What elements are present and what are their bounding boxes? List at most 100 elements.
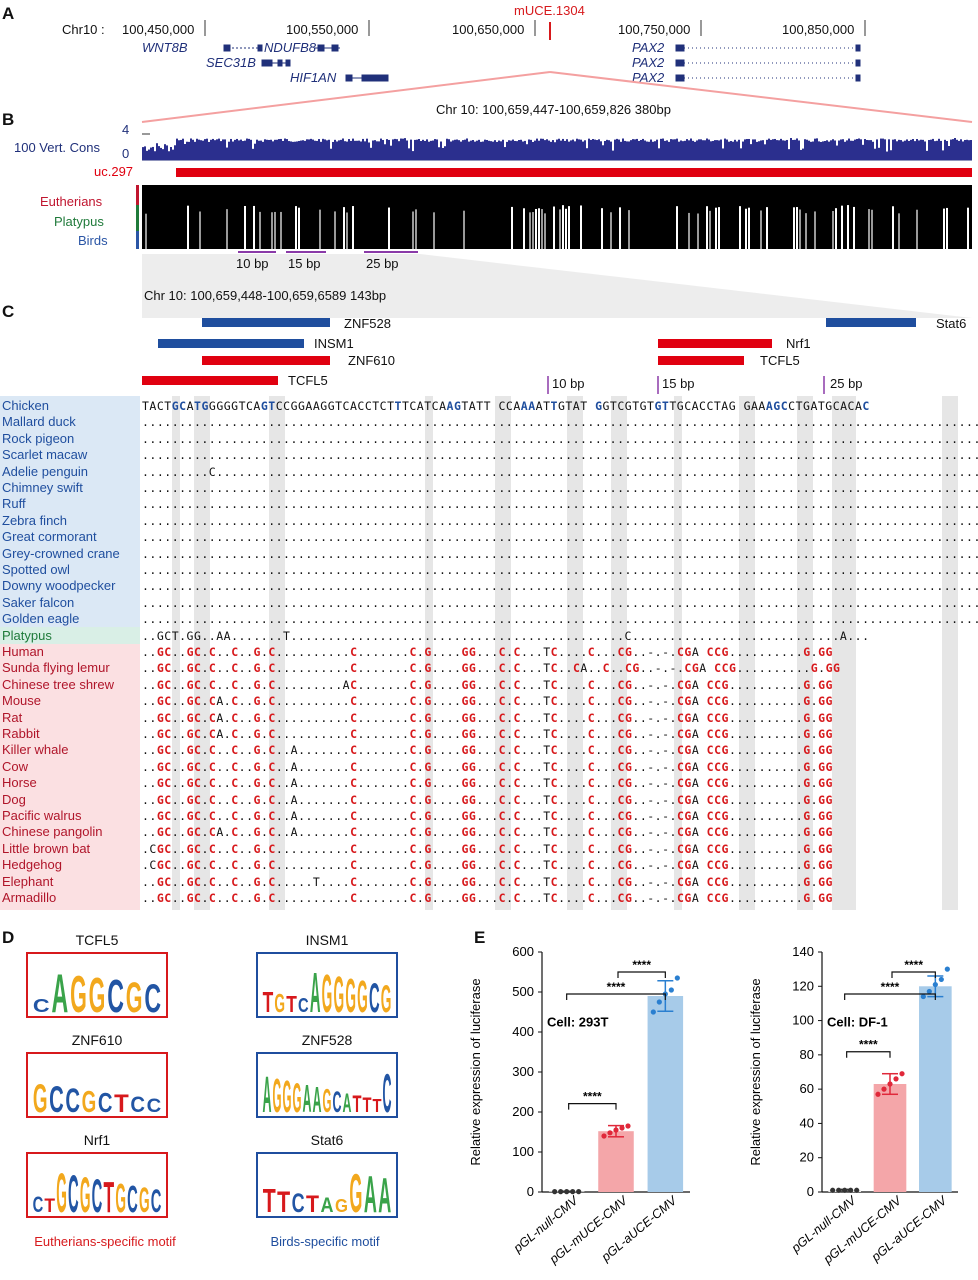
gene-pax2-3: PAX2 bbox=[632, 70, 665, 85]
tf-insm1: INSM1 bbox=[314, 336, 354, 351]
data-point bbox=[625, 1123, 631, 1129]
logo-letter: T bbox=[277, 1186, 290, 1216]
species-label: Rock pigeon bbox=[2, 430, 75, 446]
species-label: Spotted owl bbox=[2, 562, 70, 577]
tf-bars bbox=[142, 318, 916, 394]
species-label: Horse bbox=[2, 775, 37, 791]
species-label: Scarlet macaw bbox=[2, 447, 88, 463]
logo-letter: A bbox=[321, 1194, 334, 1216]
logo-letter: C bbox=[65, 1082, 80, 1116]
logo-title: Nrf1 bbox=[83, 1132, 111, 1148]
sequence-row: ........................................… bbox=[142, 481, 978, 495]
y-tick-label: 60 bbox=[800, 1081, 814, 1096]
logo-letter: T bbox=[114, 1090, 129, 1116]
sequence-row: ........................................… bbox=[142, 415, 978, 430]
logo-letter: T bbox=[263, 987, 274, 1016]
column-highlights bbox=[142, 396, 978, 910]
sequence-row: ........................................… bbox=[142, 530, 978, 545]
birds-bg bbox=[0, 396, 140, 627]
coord-1: 100,450,000 bbox=[122, 22, 195, 37]
coord-4: 100,750,000 bbox=[618, 22, 691, 37]
sequence-row: ........................................… bbox=[142, 448, 978, 463]
sequence-row: ..GC..GC.C..C..G.C..........C.......C.G.… bbox=[142, 661, 841, 676]
coord-5: 100,850,000 bbox=[782, 22, 855, 37]
data-point bbox=[926, 988, 932, 995]
y-axis-label: Relative expression of luciferase bbox=[468, 978, 483, 1165]
logo-letter: C bbox=[292, 1188, 305, 1216]
data-point bbox=[564, 1189, 570, 1195]
sequence-row: ........................................… bbox=[142, 431, 978, 446]
species-label: Golden eagle bbox=[2, 611, 80, 627]
significance-bracket bbox=[566, 993, 666, 1000]
platypus-bg bbox=[0, 627, 140, 644]
logo-letter: C bbox=[151, 1183, 162, 1216]
panel-a-label: A bbox=[2, 4, 15, 23]
sequence-row: .CGC..GC.C..C..G.C..........C.......C.G.… bbox=[142, 841, 833, 856]
caption-eutherian: Eutherians-specific motif bbox=[34, 1234, 176, 1249]
logo-letter: A bbox=[52, 962, 69, 1016]
logo-letter: C bbox=[144, 977, 161, 1016]
species-label: Dog bbox=[2, 791, 26, 807]
logo-title: ZNF528 bbox=[301, 1032, 353, 1048]
group-eutherians: Eutherians bbox=[40, 194, 103, 209]
sequence-row: ........................................… bbox=[142, 546, 978, 561]
logo-letter: C bbox=[68, 1165, 79, 1216]
logo-letter: C bbox=[107, 970, 124, 1016]
significance-bracket bbox=[846, 1051, 891, 1058]
zoom-shade bbox=[142, 254, 972, 318]
logo-letter: C bbox=[383, 1062, 392, 1116]
species-label: Sunda flying lemur bbox=[2, 660, 110, 676]
logo-letter: T bbox=[306, 1191, 319, 1216]
species-label: Platypus bbox=[2, 627, 52, 643]
logo-letter: C bbox=[333, 1086, 342, 1116]
data-point bbox=[674, 975, 680, 981]
logo-title: Stat6 bbox=[310, 1132, 344, 1148]
logo-letter: G bbox=[126, 974, 143, 1016]
y-tick-label: 80 bbox=[800, 1047, 814, 1062]
y-tick-label: 20 bbox=[800, 1150, 814, 1165]
data-point bbox=[656, 999, 662, 1005]
significance-label: **** bbox=[859, 1038, 878, 1052]
data-point bbox=[932, 981, 938, 988]
sequence-row: ..GC..GC.CA.C..G.C..........C.......C.G.… bbox=[142, 694, 833, 709]
x-tick-label: pGL-mUCE-CMV bbox=[820, 1193, 905, 1267]
sequence-row: ..GC..GC.C..C..G.C.........AC.......C.G.… bbox=[142, 677, 833, 692]
sequence-row: ..GC..GC.C..C..G.C.....T....C.......C.G.… bbox=[142, 874, 833, 889]
data-point bbox=[854, 1187, 860, 1193]
y-tick-label: 100 bbox=[792, 1013, 814, 1028]
sequence-row: ..GC..GC.C..C..G.C..A.......C.......C.G.… bbox=[142, 792, 833, 807]
sequence-row: ........................................… bbox=[142, 595, 978, 610]
data-point bbox=[830, 1187, 836, 1193]
tf-znf610: ZNF610 bbox=[348, 353, 395, 368]
bar bbox=[598, 1131, 634, 1192]
y-tick-label: 600 bbox=[512, 944, 534, 959]
sequence-row: ........................................… bbox=[142, 612, 978, 627]
sequence-row: ..GC..GC.C..C..G.C..A.......C.......C.G.… bbox=[142, 809, 833, 823]
species-label: Grey-crowned crane bbox=[2, 545, 120, 561]
logo-letter: C bbox=[33, 996, 50, 1016]
sequence-row: ..GC..GC.CA.C..G.C..A.......C.......C.G.… bbox=[142, 825, 833, 840]
logo-letter: G bbox=[115, 1175, 126, 1216]
logo-letter: G bbox=[335, 1196, 348, 1216]
species-label: Hedgehog bbox=[2, 857, 62, 873]
sequence-row: ........................................… bbox=[142, 563, 978, 577]
data-point bbox=[552, 1189, 558, 1195]
eutherian-marker bbox=[136, 185, 139, 205]
group-birds: Birds bbox=[78, 233, 108, 248]
logo-letter: A bbox=[378, 1169, 391, 1216]
species-label: Cow bbox=[2, 758, 29, 774]
region-b: Chr 10: 100,659,447-100,659,826 380bp bbox=[436, 102, 671, 117]
logo-letter: G bbox=[89, 969, 106, 1016]
sequence-row: ..GC..GC.CA.C..G.C..........C.......C.G.… bbox=[142, 727, 833, 741]
data-point bbox=[576, 1189, 582, 1195]
sequence-row: .CGC..GC.C..C..G.C..........C.......C.G.… bbox=[142, 858, 833, 873]
data-point bbox=[920, 993, 926, 1000]
caption-birds: Birds-specific motif bbox=[270, 1234, 380, 1249]
tf-nrf1: Nrf1 bbox=[786, 336, 811, 351]
gene-ndufb8: NDUFB8 bbox=[264, 40, 317, 55]
logo-letter: G bbox=[80, 1167, 91, 1216]
logo-letter: T bbox=[104, 1173, 115, 1216]
data-point bbox=[836, 1187, 842, 1193]
